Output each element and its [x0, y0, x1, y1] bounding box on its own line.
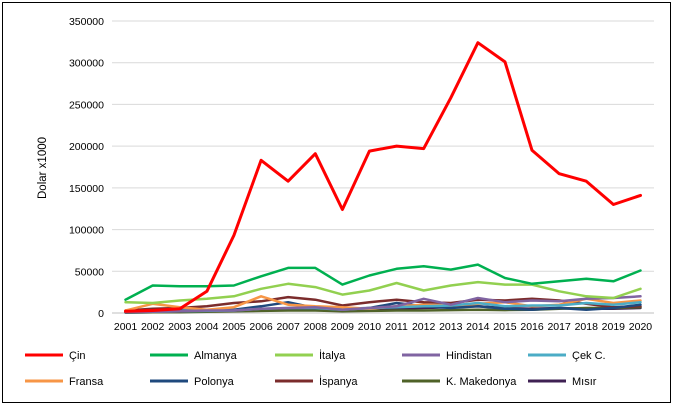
y-tick-label: 350000 — [69, 16, 104, 28]
x-tick-label: 2010 — [358, 321, 382, 333]
legend-label: Hindistan — [446, 350, 492, 362]
y-tick-label: 50000 — [75, 266, 104, 278]
y-tick-label: 300000 — [69, 58, 104, 70]
legend-item: Almanya — [150, 350, 238, 362]
x-tick-label: 2020 — [629, 321, 653, 333]
x-tick-label: 2019 — [602, 321, 626, 333]
legend-item: Mısır — [528, 376, 597, 388]
legend-label: Çek C. — [572, 350, 606, 362]
x-tick-label: 2015 — [493, 321, 517, 333]
series-line — [124, 295, 642, 314]
x-tick-label: 2018 — [575, 321, 599, 333]
legend-item: İtalya — [275, 349, 346, 362]
series-line — [124, 280, 642, 305]
x-tick-label: 2005 — [222, 321, 246, 333]
legend-label: Fransa — [69, 376, 104, 388]
x-tick-label: 2014 — [466, 321, 490, 333]
series-line — [124, 41, 642, 313]
legend-label: Almanya — [194, 350, 238, 362]
legend-item: K. Makedonya — [402, 376, 517, 388]
legend-label: K. Makedonya — [446, 376, 517, 388]
legend-label: Mısır — [572, 376, 597, 388]
x-tick-label: 2011 — [385, 321, 408, 333]
legend-label: İtalya — [319, 349, 346, 362]
chart-frame — [2, 2, 671, 403]
x-tick-label: 2009 — [331, 321, 355, 333]
gridlines — [112, 20, 654, 314]
series-lines — [124, 41, 642, 314]
x-tick-label: 2017 — [547, 321, 571, 333]
legend-item: Hindistan — [402, 350, 492, 362]
y-tick-label: 250000 — [69, 99, 104, 111]
x-tick-label: 2004 — [195, 321, 219, 333]
x-tick-label: 2007 — [276, 321, 300, 333]
legend-item: Fransa — [25, 376, 104, 388]
x-tick-label: 2008 — [304, 321, 328, 333]
y-tick-label: 0 — [98, 308, 104, 320]
legend-item: İspanya — [275, 375, 358, 388]
y-axis-title: Dolar x1000 — [37, 137, 49, 199]
x-tick-label: 2001 — [114, 321, 138, 333]
legend-label: Çin — [69, 350, 86, 362]
series-line — [124, 263, 642, 301]
x-tick-label: 2013 — [439, 321, 463, 333]
legend-item: Polonya — [150, 376, 235, 388]
legend: Çin Almanya İtalya Hindistan Çek C. Fransa Pol… — [25, 349, 606, 388]
legend-item: Çek C. — [528, 350, 606, 362]
legend-label: İspanya — [319, 375, 358, 388]
x-tick-label: 2003 — [168, 321, 192, 333]
x-tick-label: 2016 — [520, 321, 544, 333]
x-tick-label: 2002 — [141, 321, 165, 333]
x-tick-label: 2006 — [249, 321, 273, 333]
y-tick-label: 200000 — [69, 141, 104, 153]
x-tick-label: 2012 — [412, 321, 436, 333]
y-tick-label: 150000 — [69, 183, 104, 195]
x-axis-ticks: 2001 2002 2003 2004 2005 2006 2007 2008 2009 2010… — [114, 321, 652, 333]
y-tick-label: 100000 — [69, 225, 104, 237]
y-axis-ticks: 0 50000 100000 150000 200000 250000 300000 3500… — [69, 16, 104, 320]
legend-label: Polonya — [194, 376, 235, 388]
legend-item: Çin — [25, 350, 86, 362]
